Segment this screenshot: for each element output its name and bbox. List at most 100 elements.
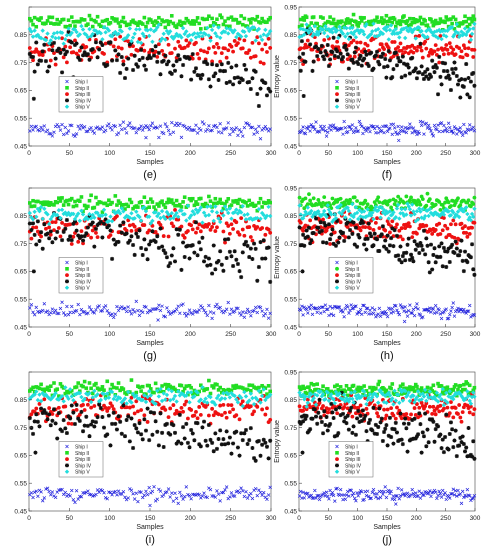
data-point (408, 213, 414, 218)
data-point (153, 401, 158, 406)
data-point (381, 21, 385, 26)
data-point (224, 307, 229, 312)
data-point (200, 36, 205, 41)
data-point (250, 76, 255, 81)
data-point (30, 393, 36, 398)
data-point (55, 436, 60, 441)
data-point (129, 416, 134, 421)
data-point (234, 257, 239, 262)
data-point (136, 205, 140, 209)
data-point (234, 220, 239, 225)
data-point (245, 496, 250, 500)
data-point (235, 400, 241, 405)
data-point (39, 125, 43, 130)
data-point (322, 30, 327, 36)
data-point (137, 228, 142, 233)
data-point (128, 197, 132, 202)
data-point (304, 413, 309, 418)
data-point (263, 440, 268, 445)
data-point (448, 496, 452, 500)
data-point (309, 381, 314, 386)
data-point (363, 413, 368, 418)
data-point (323, 49, 328, 54)
data-point (199, 27, 203, 31)
data-point (77, 32, 83, 37)
data-point (390, 426, 395, 431)
data-point (336, 305, 341, 309)
data-point (240, 403, 245, 409)
data-point (242, 29, 247, 35)
data-point (53, 421, 58, 426)
data-point (331, 391, 336, 395)
data-point (429, 17, 433, 22)
data-point (82, 31, 87, 36)
data-point (432, 49, 437, 54)
data-point (265, 406, 269, 411)
data-point (389, 205, 394, 210)
data-point (340, 308, 344, 312)
data-point (247, 398, 252, 403)
data-point (129, 234, 134, 239)
data-point (356, 129, 361, 133)
data-point (377, 62, 382, 67)
data-point (373, 53, 378, 58)
data-point (105, 63, 110, 68)
data-point (411, 50, 416, 55)
data-point (189, 497, 193, 501)
data-point (223, 410, 227, 415)
data-point (308, 427, 313, 432)
data-point (168, 19, 172, 24)
legend-marker (65, 86, 69, 90)
data-point (197, 240, 202, 245)
data-point (422, 493, 426, 498)
data-point (253, 18, 258, 22)
data-point (173, 208, 177, 212)
data-point (208, 204, 213, 209)
data-point (472, 313, 477, 317)
data-point (137, 26, 142, 32)
data-point (211, 385, 216, 390)
legend-marker (335, 279, 339, 284)
legend-entry: Ship V (345, 470, 360, 476)
data-point (174, 210, 179, 216)
data-point (94, 20, 98, 24)
data-point (211, 201, 216, 206)
data-point (79, 195, 84, 199)
data-point (361, 303, 365, 308)
data-point (299, 308, 303, 312)
data-point (182, 195, 187, 199)
data-point (320, 391, 326, 397)
data-point (94, 381, 98, 386)
data-point (40, 498, 45, 503)
data-point (320, 305, 324, 309)
data-point (236, 133, 240, 138)
data-point (303, 394, 308, 399)
data-point (235, 445, 240, 450)
data-point (98, 406, 103, 411)
data-point (426, 491, 431, 495)
data-point (324, 414, 329, 419)
data-point (57, 196, 61, 200)
data-point (61, 211, 66, 217)
data-point (142, 417, 147, 422)
data-point (187, 383, 192, 388)
data-point (46, 41, 52, 46)
data-point (119, 206, 124, 211)
data-point (369, 50, 374, 55)
data-point (98, 40, 103, 45)
data-point (100, 213, 105, 218)
data-point (301, 51, 306, 56)
data-point (378, 495, 383, 500)
data-point (165, 125, 169, 129)
data-point (229, 254, 234, 259)
data-point (103, 405, 108, 410)
data-point (134, 491, 139, 495)
data-point (266, 227, 271, 232)
data-point (338, 51, 343, 56)
data-point (124, 309, 129, 314)
data-point (324, 240, 329, 245)
data-point (472, 407, 477, 412)
data-point (110, 128, 114, 132)
data-point (118, 34, 123, 39)
data-point (82, 18, 87, 22)
